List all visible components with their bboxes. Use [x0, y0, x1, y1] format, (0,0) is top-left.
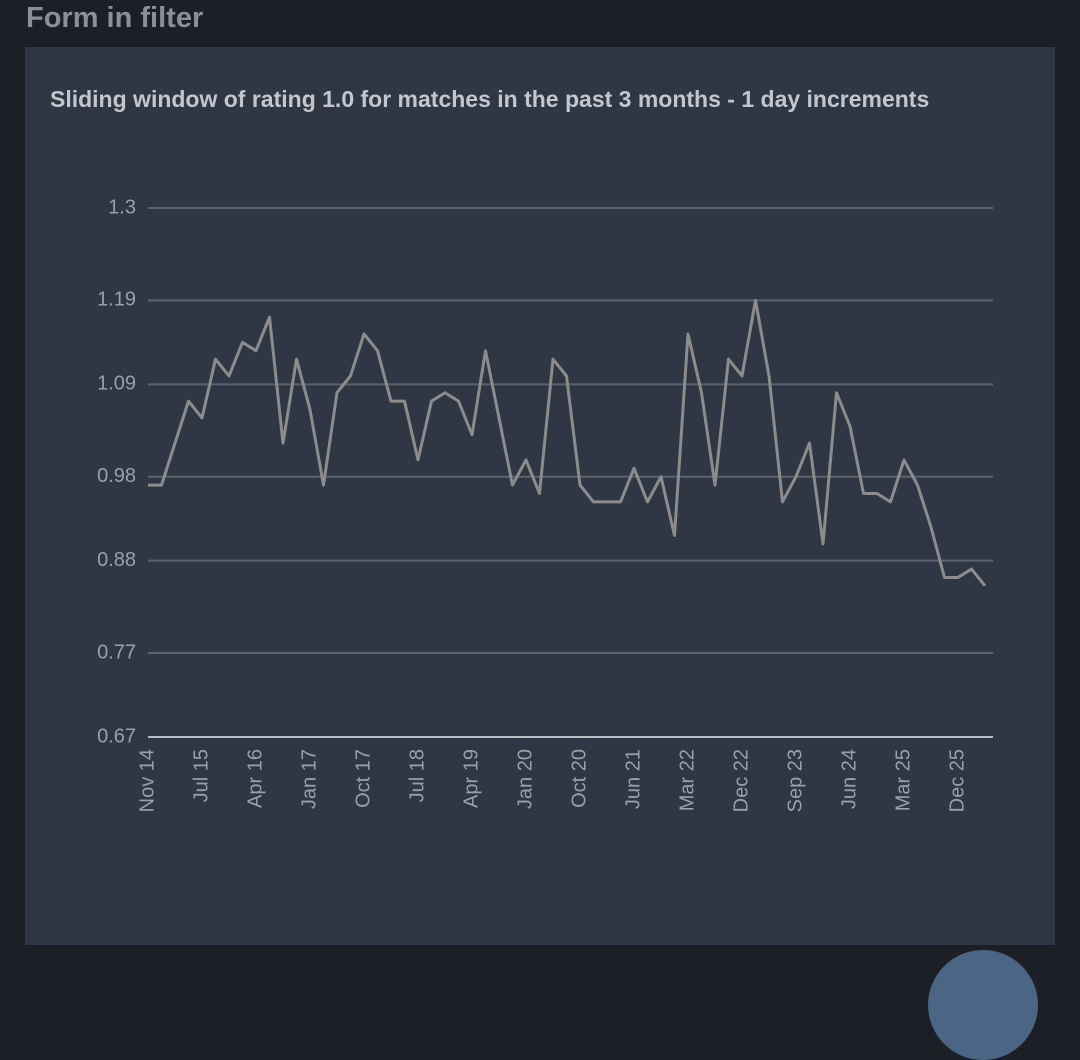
- y-tick-label: 0.88: [97, 549, 136, 571]
- x-tick-label: Jan 20: [514, 749, 536, 809]
- x-tick-label: Jun 24: [838, 749, 860, 809]
- y-tick-label: 1.3: [108, 196, 136, 218]
- y-tick-label: 0.67: [97, 725, 136, 747]
- x-tick-label: Apr 19: [460, 749, 482, 808]
- action-button[interactable]: [928, 950, 1038, 1060]
- x-tick-label: Jul 15: [190, 749, 212, 802]
- x-tick-label: Dec 25: [946, 749, 968, 812]
- page: Form in filter Sliding window of rating …: [25, 2, 1055, 1060]
- chart: 0.67 0.77 0.88 0.98 1.09 1.19 1.3 Nov 14 Jul 15 A…: [97, 196, 993, 812]
- y-tick-label: 1.09: [97, 373, 136, 395]
- section-title: Form in filter: [26, 2, 204, 34]
- x-tick-label: Jun 21: [622, 749, 644, 809]
- chart-title: Sliding window of rating 1.0 for matches…: [50, 86, 930, 112]
- x-tick-label: Apr 16: [244, 749, 266, 808]
- x-tick-label: Oct 20: [568, 749, 590, 808]
- x-tick-label: Jul 18: [406, 749, 428, 802]
- y-tick-label: 0.98: [97, 465, 136, 487]
- x-tick-label: Mar 22: [676, 749, 698, 811]
- x-tick-label: Oct 17: [352, 749, 374, 808]
- x-tick-label: Mar 25: [892, 749, 914, 811]
- data-line: [148, 298, 987, 587]
- x-tick-label: Nov 14: [136, 749, 158, 812]
- x-tick-label: Jan 17: [298, 749, 320, 809]
- y-tick-label: 1.19: [97, 289, 136, 311]
- x-tick-label: Dec 22: [730, 749, 752, 812]
- y-tick-label: 0.77: [97, 641, 136, 663]
- x-tick-label: Sep 23: [784, 749, 806, 812]
